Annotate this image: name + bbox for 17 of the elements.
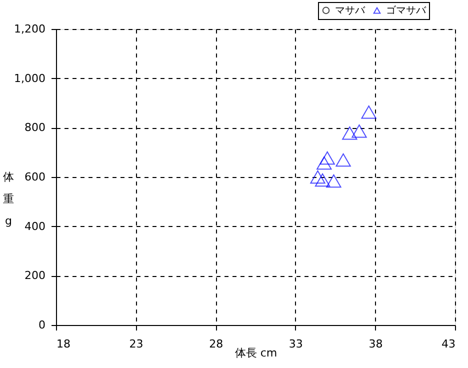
y-tick-label: 800 [24, 121, 46, 134]
y-tick-label: 1,200 [14, 22, 46, 36]
x-tick-label: 38 [368, 338, 383, 350]
x-axis-title: 体長 cm [234, 346, 278, 360]
legend-label: マサバ [335, 5, 366, 16]
y-tick-label: 1,000 [14, 72, 46, 85]
x-tick-label: 43 [442, 338, 456, 350]
y-tick-label: 600 [24, 170, 46, 184]
x-tick-label: 23 [129, 338, 144, 350]
y-axis-title: 体重 g [3, 170, 14, 228]
y-tick-label: 200 [24, 269, 46, 282]
y-tick-label: 400 [24, 220, 46, 233]
x-tick-label: 28 [209, 338, 224, 350]
x-tick-label: 18 [56, 338, 70, 350]
legend-label: ゴマサバ [386, 4, 427, 16]
x-tick-label: 33 [288, 338, 303, 350]
y-tick-label: 0 [38, 318, 46, 332]
